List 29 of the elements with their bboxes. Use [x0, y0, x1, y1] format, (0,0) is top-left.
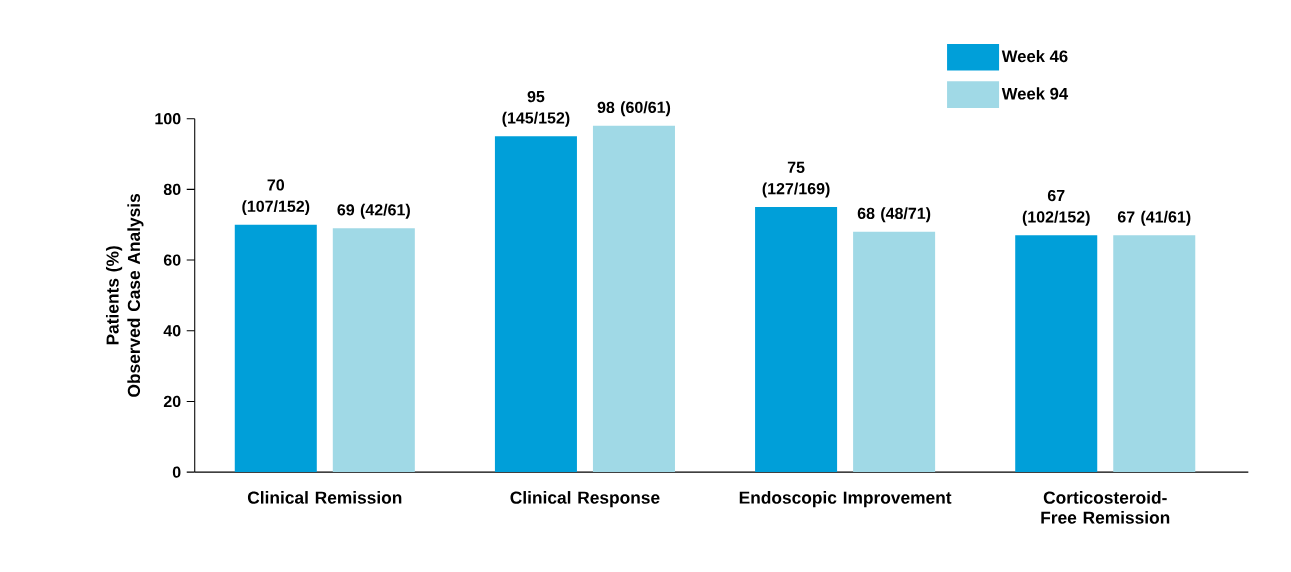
x-tick-label: Clinical Remission — [247, 490, 402, 504]
bar — [1015, 235, 1098, 473]
y-tick-label: 20 — [163, 395, 181, 408]
data-label: 67 (41/61) — [1117, 210, 1191, 226]
data-label: 67 (102/152) — [1022, 189, 1090, 226]
y-axis-title: Patients (%) Observed Case Analysis — [105, 193, 144, 397]
data-label: 68 (48/71) — [857, 207, 931, 223]
bar — [853, 231, 936, 473]
y-tick-label: 60 — [163, 254, 181, 266]
y-tick-label: 0 — [172, 466, 181, 478]
data-label: 75 (127/169) — [762, 161, 830, 198]
data-label: 95 (145/152) — [502, 90, 570, 127]
y-tick-label: 100 — [155, 112, 181, 125]
data-label: 70 (107/152) — [242, 179, 310, 216]
x-tick-label: Corticosteroid-Free Remission — [1041, 490, 1170, 524]
legend-label: Week 46 — [1001, 49, 1068, 63]
bar — [755, 206, 838, 473]
bar — [234, 224, 317, 473]
y-tick-label: 40 — [163, 325, 181, 337]
bar — [1113, 235, 1196, 473]
x-tick-label: Endoscopic Improvement — [739, 490, 952, 508]
legend-label: Week 94 — [1001, 87, 1069, 100]
data-label: 69 (42/61) — [337, 203, 410, 219]
bar — [332, 228, 415, 473]
data-label: 98 (60/61) — [597, 101, 671, 117]
y-tick-label: 80 — [163, 183, 181, 195]
bar — [494, 136, 577, 473]
bar — [592, 125, 675, 473]
x-tick-label: Clinical Response — [510, 490, 660, 508]
